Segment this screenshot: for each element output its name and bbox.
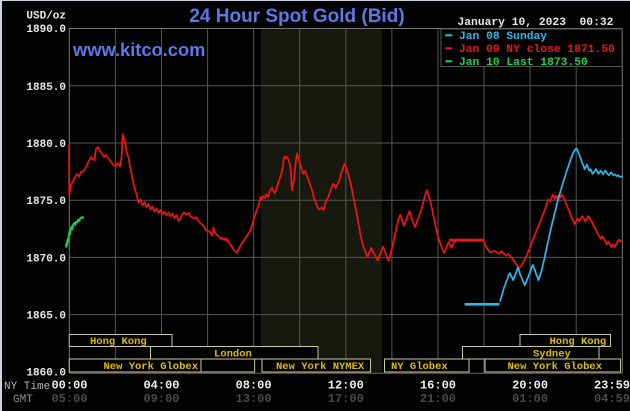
svg-text:New York Globex: New York Globex [508,361,603,373]
svg-text:www.kitco.com: www.kitco.com [72,39,205,60]
svg-text:January 10, 2023 00:32: January 10, 2023 00:32 [458,17,614,29]
svg-text:USD/oz: USD/oz [26,10,66,22]
svg-text:1865.0: 1865.0 [26,311,66,323]
svg-text:24 Hour Spot Gold (Bid): 24 Hour Spot Gold (Bid) [189,6,404,27]
svg-text:New York Globex: New York Globex [104,361,199,373]
svg-text:London: London [214,349,252,361]
svg-text:05:00: 05:00 [51,392,87,406]
svg-text:1870.0: 1870.0 [26,253,66,265]
svg-text:16:00: 16:00 [420,379,456,393]
svg-text:23:59: 23:59 [594,379,630,393]
svg-text:04:59: 04:59 [594,392,630,406]
svg-text:Hong Kong: Hong Kong [550,336,607,348]
svg-text:17:00: 17:00 [328,392,364,406]
svg-text:1890.0: 1890.0 [26,24,66,36]
svg-text:1880.0: 1880.0 [26,139,66,151]
svg-text:1875.0: 1875.0 [26,196,66,208]
svg-text:Jan 08 Sunday: Jan 08 Sunday [445,31,547,43]
svg-text:21:00: 21:00 [420,392,456,406]
svg-text:13:00: 13:00 [236,392,272,406]
svg-text:00:00: 00:00 [51,379,87,393]
svg-text:New York NYMEX: New York NYMEX [276,361,365,373]
svg-text:Hong Kong: Hong Kong [90,336,147,348]
svg-text:08:00: 08:00 [236,379,272,393]
svg-text:01:00: 01:00 [512,392,548,406]
svg-text:20:00: 20:00 [512,379,548,393]
svg-text:04:00: 04:00 [143,379,179,393]
svg-text:1885.0: 1885.0 [26,82,66,94]
svg-text:Jan 09 NY close 1871.50: Jan 09 NY close 1871.50 [445,44,615,56]
svg-text:Sydney: Sydney [533,349,572,361]
svg-text:GMT: GMT [13,394,33,406]
svg-text:09:00: 09:00 [143,392,179,406]
svg-text:Jan 10 Last 1873.50: Jan 10 Last 1873.50 [445,57,588,69]
svg-text:12:00: 12:00 [328,379,364,393]
svg-text:NY Time: NY Time [4,381,50,393]
svg-text:NY Globex: NY Globex [391,361,448,373]
svg-text:1860.0: 1860.0 [26,367,66,379]
